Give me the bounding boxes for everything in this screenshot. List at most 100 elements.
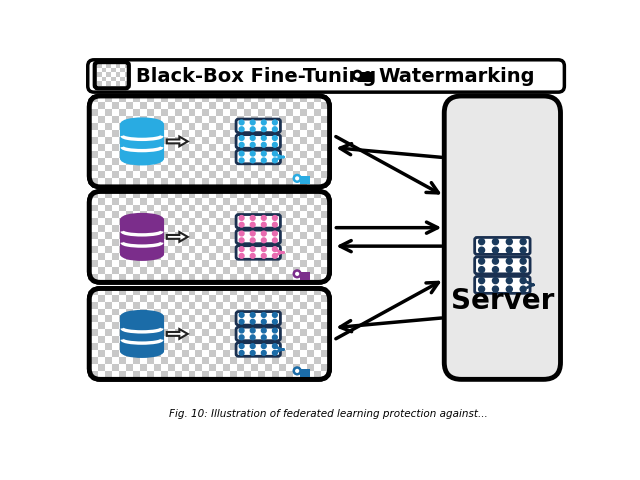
Bar (272, 350, 279, 357)
Bar (252, 117, 259, 124)
Bar (175, 357, 182, 364)
Bar (321, 253, 328, 261)
Bar (286, 226, 293, 233)
Bar (132, 131, 140, 137)
Circle shape (250, 328, 255, 333)
Bar (182, 267, 189, 274)
Bar (189, 336, 195, 344)
Bar (132, 350, 140, 357)
Bar (182, 371, 189, 378)
Bar (244, 198, 252, 205)
Bar (272, 253, 279, 261)
Bar (223, 110, 230, 117)
Bar (175, 117, 182, 124)
Bar (112, 364, 119, 371)
Bar (175, 151, 182, 158)
Bar (293, 364, 300, 371)
Bar (314, 316, 321, 323)
Bar (195, 371, 202, 378)
Bar (161, 274, 168, 281)
Bar (230, 274, 237, 281)
Bar (119, 344, 125, 350)
Bar (321, 344, 328, 350)
Bar (106, 65, 111, 68)
Bar (265, 198, 272, 205)
Bar (223, 212, 230, 219)
Bar (154, 198, 161, 205)
Bar (293, 309, 300, 316)
Bar (314, 350, 321, 357)
Bar (252, 193, 259, 198)
Circle shape (261, 159, 266, 163)
Bar (98, 323, 105, 330)
Bar (147, 344, 154, 350)
Circle shape (261, 328, 266, 333)
Bar (195, 131, 202, 137)
Bar (272, 261, 279, 267)
Bar (321, 240, 328, 247)
Bar (97, 82, 102, 87)
Bar (265, 302, 272, 309)
Circle shape (520, 259, 526, 264)
Bar (321, 219, 328, 226)
Bar (182, 240, 189, 247)
Bar (252, 212, 259, 219)
Bar (259, 131, 265, 137)
Bar (286, 124, 293, 131)
Bar (279, 302, 286, 309)
Bar (279, 151, 286, 158)
Bar (209, 323, 216, 330)
Bar (119, 144, 125, 151)
Bar (293, 124, 300, 131)
Bar (272, 151, 279, 158)
Bar (265, 205, 272, 212)
Bar (125, 302, 132, 309)
Bar (237, 198, 244, 205)
Bar (168, 98, 175, 103)
Bar (189, 233, 195, 240)
Bar (230, 309, 237, 316)
Bar (105, 103, 112, 110)
Text: Watermarking: Watermarking (378, 67, 535, 85)
Bar (125, 110, 132, 117)
Bar (230, 117, 237, 124)
Bar (237, 193, 244, 198)
Bar (154, 205, 161, 212)
Bar (237, 290, 244, 295)
FancyBboxPatch shape (475, 257, 530, 274)
Bar (91, 110, 98, 117)
Bar (168, 253, 175, 261)
Bar (195, 198, 202, 205)
Bar (209, 295, 216, 302)
Bar (286, 336, 293, 344)
Circle shape (239, 254, 244, 259)
Bar (112, 290, 119, 295)
Bar (307, 247, 314, 253)
Circle shape (479, 287, 484, 292)
Bar (252, 131, 259, 137)
Bar (202, 226, 209, 233)
Bar (195, 261, 202, 267)
Bar (175, 364, 182, 371)
Circle shape (520, 287, 526, 292)
FancyBboxPatch shape (236, 343, 280, 357)
Bar (175, 205, 182, 212)
Circle shape (492, 278, 499, 284)
Bar (209, 253, 216, 261)
Circle shape (492, 287, 499, 292)
Bar (314, 117, 321, 124)
Bar (195, 110, 202, 117)
Bar (154, 267, 161, 274)
Bar (244, 117, 252, 124)
Bar (189, 212, 195, 219)
Bar (300, 98, 307, 103)
Bar (154, 344, 161, 350)
Bar (279, 371, 286, 378)
FancyBboxPatch shape (236, 312, 280, 325)
Bar (132, 144, 140, 151)
Circle shape (492, 248, 499, 253)
Bar (216, 350, 223, 357)
Bar (272, 364, 279, 371)
Bar (98, 165, 105, 172)
Bar (293, 179, 300, 186)
